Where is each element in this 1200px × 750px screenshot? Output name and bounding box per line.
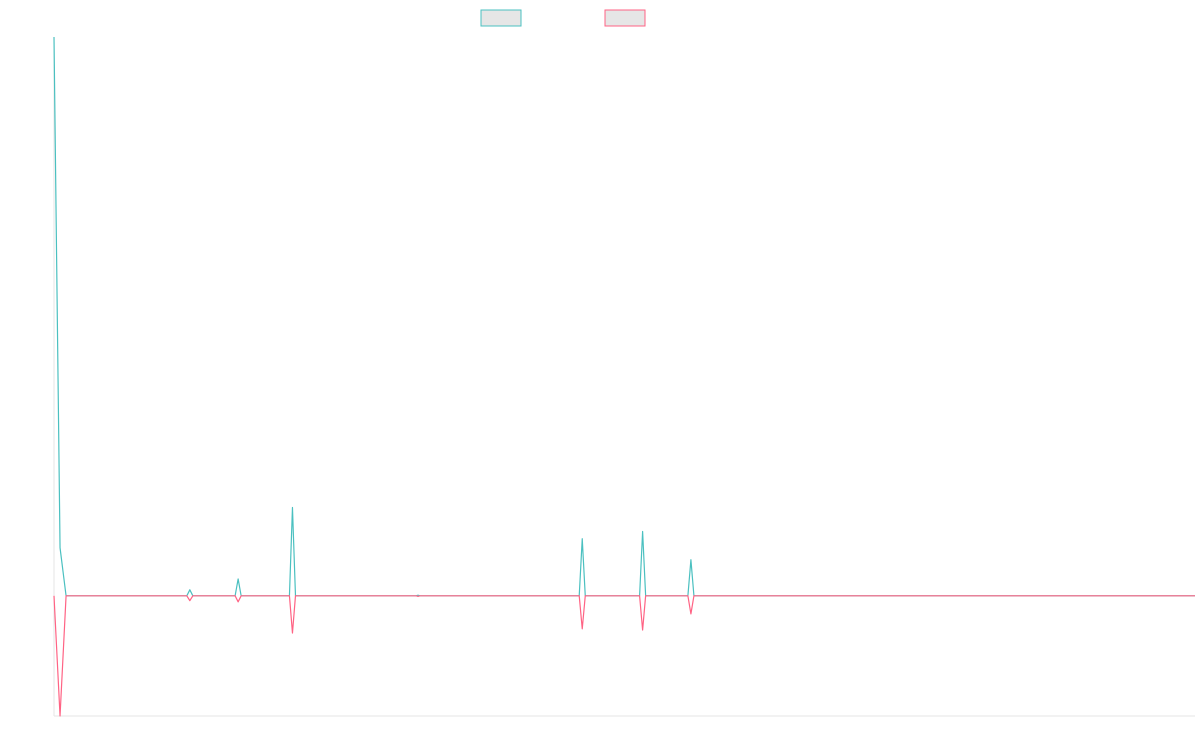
legend-swatch-series-b[interactable] <box>604 9 646 27</box>
legend-swatch-series-a[interactable] <box>480 9 522 27</box>
legend <box>480 9 646 27</box>
axes <box>53 37 1195 717</box>
series-a-line <box>53 36 1195 597</box>
series-b-line <box>53 595 1195 717</box>
plot-area <box>53 36 1195 717</box>
